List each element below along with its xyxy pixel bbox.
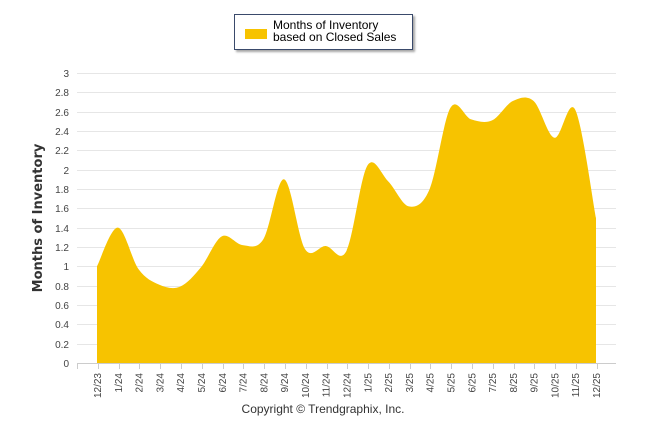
y-tick-label: 0.8	[55, 282, 69, 293]
y-tick-label: 0.6	[55, 301, 69, 312]
x-tick-label: 12/23	[93, 373, 104, 398]
x-tick-label: 11/25	[571, 373, 582, 398]
x-tick-label: 9/24	[280, 373, 291, 393]
x-tick-label: 8/25	[509, 373, 520, 393]
x-tick-label: 8/24	[259, 373, 270, 393]
y-tick-label: 2	[63, 166, 69, 177]
x-tick-label: 10/24	[301, 373, 312, 398]
y-axis-ticks: 0 0.2 0.4 0.6 0.8 1 1.2 1.4 1.6 1.8 2 2.2 2.4 2.6 2.8 3	[55, 69, 69, 370]
x-tick-label: 7/24	[239, 373, 250, 393]
x-tick-label: 4/25	[426, 373, 437, 393]
x-tick-label: 6/24	[218, 373, 229, 393]
x-tick-label: 1/25	[363, 373, 374, 393]
y-axis-label: Months of Inventory	[31, 143, 46, 292]
y-tick-label: 1.6	[55, 204, 69, 215]
x-tick-label: 7/25	[488, 373, 499, 393]
x-tick-label: 12/24	[343, 373, 354, 398]
area-fill	[97, 97, 596, 363]
x-tick-label: 5/24	[197, 373, 208, 393]
x-axis-ticks: 12/23 1/24 2/24 3/24 4/24 5/24 6/24 7/24 8/24 9/2…	[77, 363, 603, 398]
y-tick-label: 0	[63, 359, 69, 370]
x-tick-label: 2/24	[135, 373, 146, 393]
legend-label: Months of Inventory based on Closed Sale…	[273, 18, 397, 44]
x-tick-label: 3/25	[405, 373, 416, 393]
y-tick-label: 1	[63, 262, 69, 273]
x-tick-label: 6/25	[467, 373, 478, 393]
x-tick-label: 10/25	[550, 373, 561, 398]
y-tick-label: 1.2	[55, 243, 69, 254]
y-tick-label: 1.4	[55, 224, 69, 235]
x-tick-label: 1/24	[114, 373, 125, 393]
y-tick-label: 2.4	[55, 127, 69, 138]
y-tick-label: 1.8	[55, 185, 69, 196]
y-tick-label: 2.2	[55, 146, 69, 157]
x-tick-label: 11/24	[322, 373, 333, 398]
area-series	[97, 97, 596, 363]
y-tick-label: 2.6	[55, 108, 69, 119]
x-tick-label: 4/24	[176, 373, 187, 393]
x-tick-label: 12/25	[592, 373, 603, 398]
x-tick-label: 9/25	[530, 373, 541, 393]
x-tick-label: 2/25	[384, 373, 395, 393]
y-tick-label: 0.2	[55, 340, 69, 351]
y-tick-label: 3	[63, 69, 69, 80]
x-tick-label: 5/25	[446, 373, 457, 393]
legend-swatch	[245, 29, 267, 39]
y-tick-label: 0.4	[55, 320, 69, 331]
x-tick-label: 3/24	[155, 373, 166, 393]
copyright-text: Copyright © Trendgraphix, Inc.	[241, 402, 405, 416]
y-tick-label: 2.8	[55, 88, 69, 99]
chart-legend: Months of Inventory based on Closed Sale…	[234, 14, 413, 50]
